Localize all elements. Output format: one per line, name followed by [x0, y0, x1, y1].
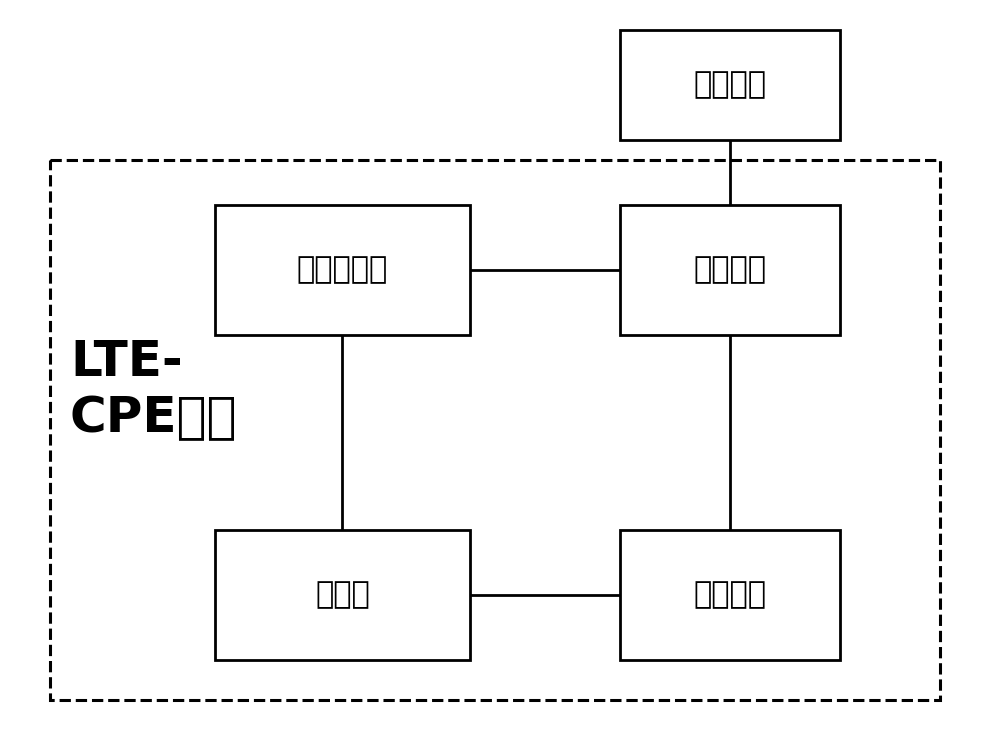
- Text: 天线控制器: 天线控制器: [297, 255, 388, 285]
- Bar: [620, 205, 840, 335]
- Text: 处理器: 处理器: [315, 581, 370, 610]
- Text: 通信模块: 通信模块: [694, 581, 767, 610]
- Bar: [620, 30, 840, 140]
- Bar: [215, 530, 470, 660]
- Bar: [620, 530, 840, 660]
- Text: 网络设备: 网络设备: [694, 71, 767, 100]
- Text: 定向天线: 定向天线: [694, 255, 767, 285]
- Text: LTE-
CPE设备: LTE- CPE设备: [70, 338, 238, 442]
- Bar: [215, 205, 470, 335]
- Bar: [50, 160, 940, 700]
